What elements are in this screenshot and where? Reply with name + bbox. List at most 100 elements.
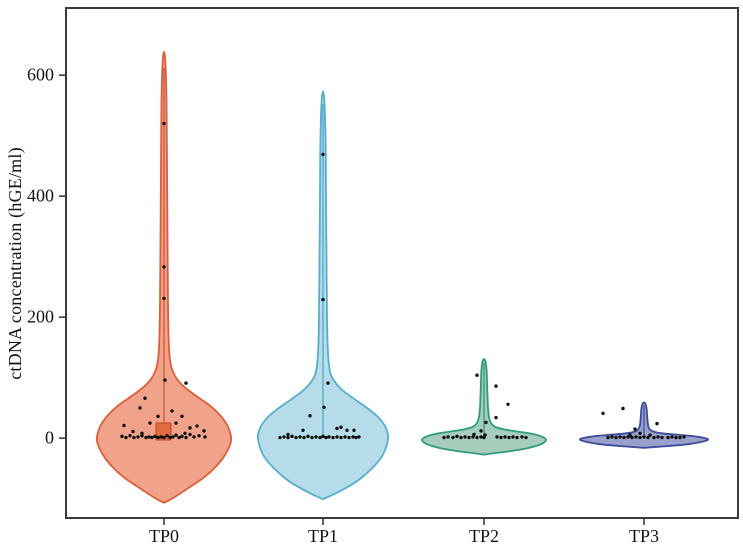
scatter-point	[321, 152, 325, 157]
scatter-point	[188, 432, 192, 437]
scatter-point	[484, 420, 488, 425]
y-tick-label: 600	[27, 65, 54, 85]
scatter-point	[184, 435, 188, 440]
scatter-points-tp0	[120, 121, 207, 440]
scatter-point	[638, 431, 642, 436]
scatter-point	[499, 435, 503, 440]
scatter-point	[339, 425, 343, 429]
scatter-point	[494, 415, 498, 420]
scatter-point	[345, 428, 349, 432]
scatter-point	[638, 435, 642, 440]
scatter-point	[621, 406, 625, 411]
scatter-point	[610, 435, 614, 439]
scatter-point	[479, 429, 483, 433]
scatter-point	[471, 435, 475, 439]
violin-group-tp3	[579, 401, 709, 449]
scatter-point	[282, 435, 286, 439]
scatter-point	[290, 434, 294, 439]
scatter-points-tp1	[278, 152, 361, 440]
scatter-point	[122, 423, 126, 428]
scatter-point	[463, 435, 467, 439]
scatter-point	[147, 435, 151, 439]
scatter-point	[446, 435, 450, 439]
scatter-point	[138, 406, 142, 410]
scatter-point	[475, 435, 479, 440]
scatter-point	[162, 296, 166, 301]
scatter-point	[339, 435, 343, 440]
scatter-point	[136, 435, 140, 439]
scatter-point	[310, 435, 314, 440]
scatter-point	[455, 434, 459, 439]
scatter-point	[354, 435, 358, 440]
scatter-point	[286, 432, 290, 437]
scatter-point	[601, 411, 605, 416]
plot-frame	[65, 7, 739, 519]
scatter-point	[459, 435, 463, 440]
scatter-point	[652, 435, 656, 440]
scatter-point	[670, 435, 674, 439]
scatter-point	[511, 435, 515, 439]
scatter-point	[327, 435, 331, 439]
scatter-point	[351, 435, 355, 439]
scatter-point	[326, 381, 330, 385]
scatter-point	[660, 435, 664, 440]
scatter-point	[140, 431, 144, 436]
scatter-point	[503, 435, 507, 439]
scatter-point	[655, 421, 659, 426]
scatter-point	[143, 396, 147, 400]
violin-group-tp1	[256, 90, 390, 500]
scatter-point	[197, 434, 201, 438]
x-tick-label-tp3: TP3	[629, 526, 659, 546]
scatter-point	[674, 435, 678, 440]
scatter-point	[188, 426, 192, 430]
scatter-point	[331, 435, 335, 440]
scatter-point	[162, 435, 166, 440]
y-tick-label: 0	[45, 428, 54, 448]
scatter-point	[294, 435, 298, 440]
scatter-point	[156, 414, 160, 419]
scatter-point	[656, 435, 660, 439]
scatter-point	[163, 378, 167, 382]
scatter-point	[507, 435, 511, 440]
scatter-point	[314, 435, 318, 439]
x-tick-label-tp1: TP1	[308, 526, 338, 546]
scatter-point	[618, 435, 622, 439]
scatter-point	[203, 435, 207, 439]
scatter-point	[318, 435, 322, 440]
scatter-point	[614, 435, 618, 440]
scatter-point	[335, 435, 339, 439]
scatter-point	[324, 435, 328, 440]
scatter-point	[482, 435, 486, 440]
scatter-point	[144, 435, 148, 440]
scatter-point	[682, 435, 686, 439]
y-tick-label: 400	[27, 186, 54, 206]
y-axis: 0 200 400 600	[27, 65, 66, 448]
scatter-point	[162, 121, 166, 126]
scatter-point	[140, 434, 144, 438]
scatter-point	[306, 434, 310, 439]
scatter-point	[165, 434, 169, 438]
x-tick-label-tp2: TP2	[469, 526, 499, 546]
scatter-point	[495, 435, 499, 439]
scatter-point	[124, 435, 128, 440]
scatter-point	[633, 427, 637, 431]
scatter-point	[174, 433, 178, 437]
scatter-point	[506, 402, 510, 406]
scatter-points-tp3	[601, 406, 686, 440]
scatter-point	[642, 435, 646, 439]
scatter-point	[298, 435, 302, 439]
scatter-point	[520, 435, 524, 439]
y-tick-label: 200	[27, 307, 54, 327]
scatter-point	[357, 435, 361, 439]
x-tick-label-tp0: TP0	[149, 526, 179, 546]
scatter-point	[321, 297, 325, 302]
scatter-point	[192, 435, 196, 439]
scatter-point	[131, 429, 135, 434]
scatter-point	[606, 435, 610, 440]
scatter-point	[171, 435, 175, 439]
scatter-point	[628, 433, 632, 437]
scatter-point	[168, 435, 172, 440]
violin-group-tp2	[421, 358, 547, 456]
scatter-point	[451, 435, 455, 440]
